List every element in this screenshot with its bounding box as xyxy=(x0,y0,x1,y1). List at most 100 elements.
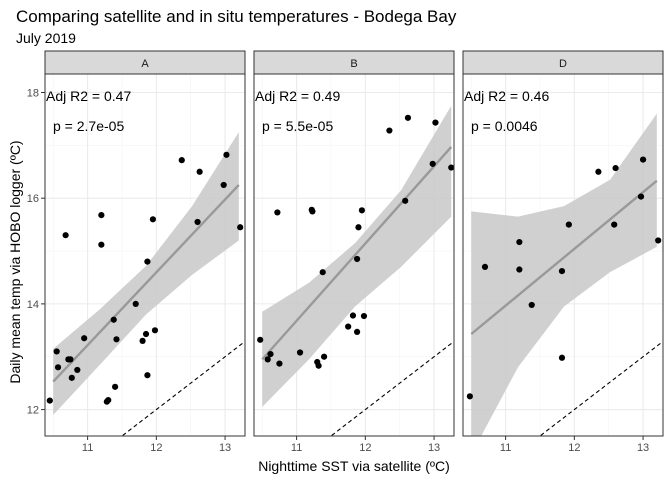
x-tick-label: 12 xyxy=(568,442,580,454)
data-point xyxy=(139,337,146,344)
panel-plot-area xyxy=(45,74,245,436)
reference-line xyxy=(539,340,663,436)
confidence-band xyxy=(471,113,657,436)
data-point xyxy=(516,266,523,273)
data-point xyxy=(113,336,120,343)
data-point xyxy=(637,193,645,200)
data-point xyxy=(386,127,393,134)
data-point xyxy=(257,336,264,343)
data-point xyxy=(98,212,105,219)
data-point xyxy=(144,372,151,379)
data-point xyxy=(516,238,523,246)
data-point xyxy=(349,312,357,319)
x-tick-label: 12 xyxy=(150,442,162,454)
x-tick-label: 13 xyxy=(219,442,231,454)
x-tick-label: 11 xyxy=(291,442,302,454)
data-point xyxy=(353,328,361,335)
panel-plot-area xyxy=(254,74,454,436)
y-tick-label: 12 xyxy=(27,405,39,417)
data-point xyxy=(223,151,230,158)
data-point xyxy=(429,160,436,167)
data-point xyxy=(132,300,139,307)
data-point xyxy=(353,255,361,263)
strip-background xyxy=(253,50,455,75)
data-point xyxy=(194,218,201,226)
y-axis-label: Daily mean temp via HOBO logger (ºC) xyxy=(7,140,23,383)
x-tick-label: 12 xyxy=(359,442,371,454)
y-tick-label: 18 xyxy=(27,87,39,99)
data-point xyxy=(360,312,368,320)
data-point xyxy=(432,119,439,126)
data-point xyxy=(237,224,244,231)
data-point xyxy=(74,366,81,374)
data-point xyxy=(448,164,454,171)
confidence-band xyxy=(53,132,239,415)
data-point xyxy=(142,330,150,338)
data-point xyxy=(565,221,572,228)
strip-background xyxy=(462,50,664,75)
data-point xyxy=(110,316,117,323)
data-point xyxy=(345,323,352,330)
data-point xyxy=(196,168,203,175)
x-axes: 11 12 13 11 12 13 11 12 13 xyxy=(82,436,649,454)
chart-subtitle: July 2019 xyxy=(16,30,76,46)
y-tick-label: 16 xyxy=(27,193,39,205)
fit-line xyxy=(470,179,658,335)
x-axis-label: Nighttime SST via satellite (ºC) xyxy=(258,458,450,474)
data-point xyxy=(402,197,409,204)
x-tick-label: 13 xyxy=(637,442,649,454)
data-point xyxy=(466,393,473,400)
data-point xyxy=(112,383,119,390)
reference-line xyxy=(121,340,245,436)
annotation-p-value: p = 0.0046 xyxy=(471,118,538,134)
annotation-r2: Adj R2 = 0.49 xyxy=(255,88,340,104)
data-point xyxy=(149,216,157,223)
x-tick-label: 13 xyxy=(428,442,440,454)
data-point xyxy=(68,374,75,381)
strip-label: B xyxy=(350,58,357,70)
annotation-r2: Adj R2 = 0.46 xyxy=(464,88,549,104)
chart-title: Comparing satellite and in situ temperat… xyxy=(16,7,457,26)
data-point xyxy=(46,397,53,404)
annotation-p-value: p = 5.5e-05 xyxy=(262,118,333,134)
data-point xyxy=(67,356,74,363)
data-point xyxy=(178,157,185,164)
facet-panel-a: Adj R2 = 0.47 p = 2.7e-05 A xyxy=(44,50,246,437)
data-point xyxy=(144,258,151,265)
data-point xyxy=(151,327,159,334)
data-point xyxy=(611,221,618,228)
data-point xyxy=(81,335,88,342)
facet-panel-d: Adj R2 = 0.46 p = 0.0046 D xyxy=(462,50,664,437)
data-point xyxy=(105,396,112,404)
data-point xyxy=(528,301,535,309)
data-point xyxy=(481,263,489,270)
strip-label: A xyxy=(141,58,149,70)
data-point xyxy=(315,362,322,369)
data-point xyxy=(274,209,281,216)
data-point xyxy=(62,232,69,239)
data-point xyxy=(321,353,328,360)
data-point xyxy=(404,114,412,121)
x-tick-label: 11 xyxy=(500,442,511,454)
fit-line xyxy=(261,146,453,361)
data-point xyxy=(639,156,647,163)
data-point xyxy=(53,348,60,355)
y-axis: 12 14 16 18 xyxy=(27,87,45,417)
reference-line xyxy=(330,340,454,436)
data-point xyxy=(98,241,105,248)
data-point xyxy=(296,349,304,356)
data-point xyxy=(355,224,362,231)
data-point xyxy=(267,350,274,358)
facet-panel-b: Adj R2 = 0.49 p = 5.5e-05 B xyxy=(253,50,455,437)
data-point xyxy=(655,237,662,244)
data-point xyxy=(595,168,602,175)
panel-plot-area xyxy=(463,74,663,436)
annotation-r2: Adj R2 = 0.47 xyxy=(46,88,131,104)
data-point xyxy=(358,207,366,214)
data-point xyxy=(558,354,566,361)
strip-label: D xyxy=(559,58,567,70)
data-point xyxy=(276,360,283,367)
x-tick-label: 11 xyxy=(82,442,93,454)
data-point xyxy=(220,181,227,189)
